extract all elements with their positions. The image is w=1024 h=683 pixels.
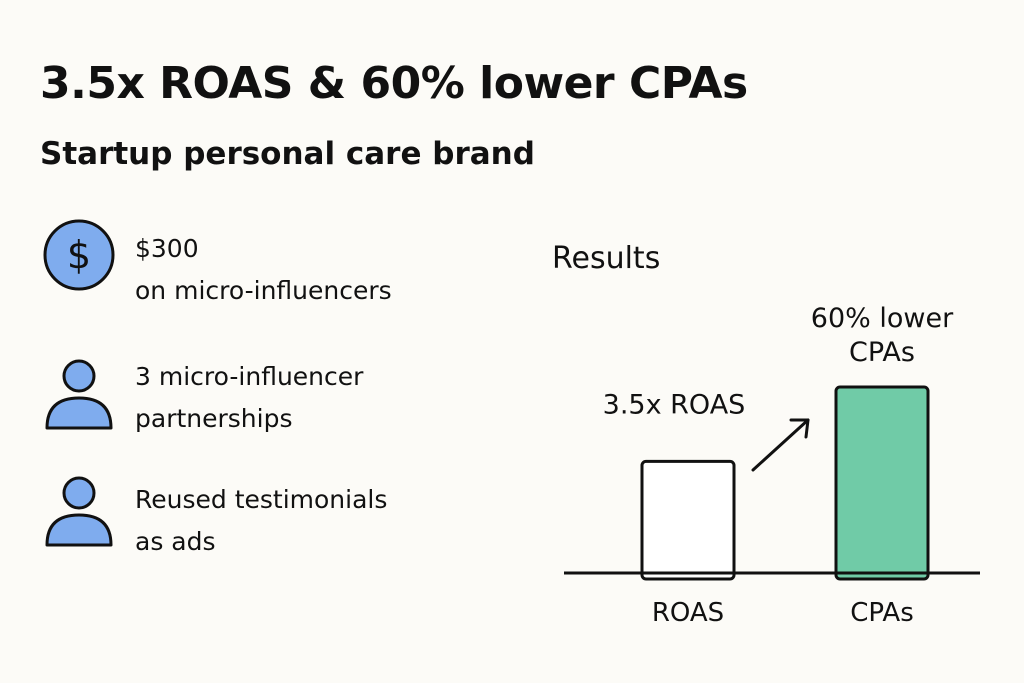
feature-partnerships-line2: partnerships <box>135 404 293 433</box>
arrow-up-right-icon <box>751 418 810 472</box>
feature-budget-line2: on micro-influencers <box>135 276 392 305</box>
bar-cpas <box>834 385 930 581</box>
data-label-cpas-line: 60% lower <box>811 303 954 334</box>
data-label-cpas-line: CPAs <box>849 337 915 368</box>
x-tick-label: CPAs <box>850 598 914 628</box>
person-icon <box>45 476 113 547</box>
feature-partnerships-line1: 3 micro-influencer <box>135 362 364 391</box>
bar-roas <box>640 459 736 581</box>
dollar-icon: $ <box>43 219 115 291</box>
person-icon <box>45 359 113 430</box>
feature-budget-line1: $300 <box>135 234 199 263</box>
x-tick-label: ROAS <box>652 598 724 628</box>
page-title: 3.5x ROAS & 60% lower CPAs <box>40 58 748 109</box>
arrow-head <box>789 418 810 439</box>
data-label-roas: 3.5x ROAS <box>603 389 746 420</box>
feature-testimonials-line2: as ads <box>135 527 216 556</box>
chart-title: Results <box>552 241 660 276</box>
page-subtitle: Startup personal care brand <box>40 136 535 172</box>
feature-testimonials-line1: Reused testimonials <box>135 485 388 514</box>
svg-text:$: $ <box>67 233 91 277</box>
